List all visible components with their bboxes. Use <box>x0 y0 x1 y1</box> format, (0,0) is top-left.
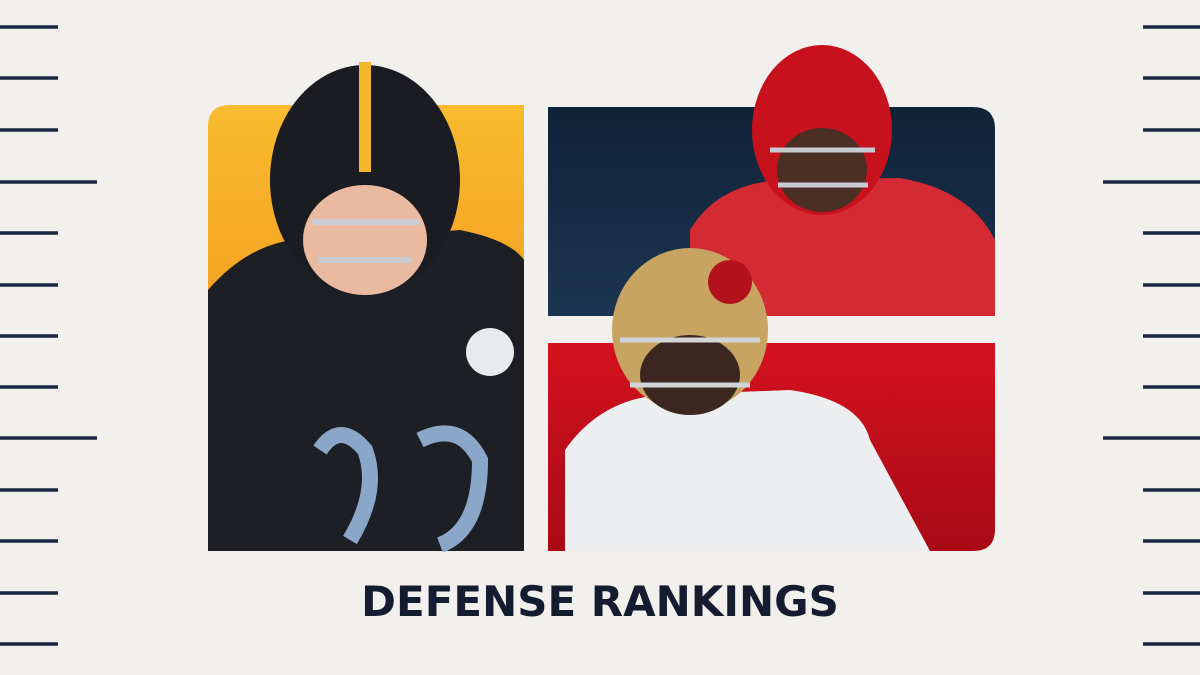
yard-lines-right <box>1103 25 1200 646</box>
player-left <box>208 62 524 553</box>
title: DEFENSE RANKINGS <box>361 577 839 626</box>
yard-lines-left <box>0 25 97 646</box>
player-bottom-right <box>565 248 930 551</box>
player-top-right <box>690 45 995 316</box>
